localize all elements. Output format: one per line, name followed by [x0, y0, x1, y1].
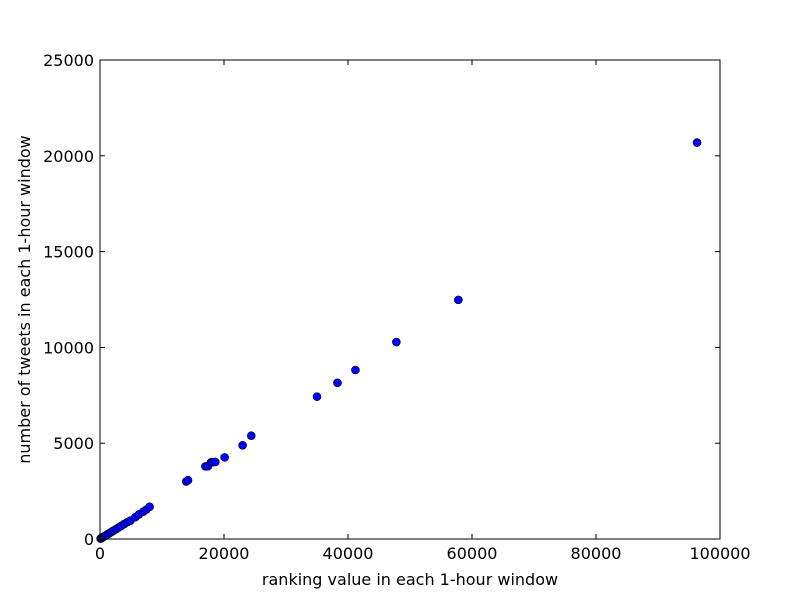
x-tick-label: 40000: [323, 544, 374, 563]
data-point: [312, 392, 322, 401]
data-point: [692, 138, 702, 147]
x-tick-label: 20000: [199, 544, 250, 563]
data-point: [454, 295, 463, 305]
data-point: [211, 457, 220, 467]
data-point: [145, 502, 154, 512]
y-tick-label: 20000: [43, 147, 94, 166]
data-point: [246, 431, 256, 441]
data-point: [183, 475, 193, 485]
data-points: [96, 138, 702, 543]
tick-labels: 0 20000 40000 60000 80000 100000 0 5000 10000 150…: [43, 51, 750, 563]
y-tick-label: 5000: [53, 434, 94, 453]
x-tick-label: 60000: [447, 544, 498, 563]
data-point: [220, 453, 229, 462]
x-tick-label: 100000: [689, 544, 750, 563]
data-point: [351, 365, 360, 375]
x-axis-label: ranking value in each 1-hour window: [262, 570, 558, 589]
y-tick-label: 15000: [43, 243, 94, 262]
data-point: [392, 337, 401, 347]
data-point: [238, 441, 247, 450]
y-tick-label: 10000: [43, 338, 94, 357]
y-axis-label: number of tweets in each 1-hour window: [15, 135, 34, 464]
y-tick-label: 0: [84, 530, 94, 549]
y-tick-label: 25000: [43, 51, 94, 70]
data-point: [333, 378, 342, 388]
x-tick-label: 0: [95, 544, 105, 563]
axis-ticks: [99, 59, 721, 540]
plot-frame: [99, 59, 721, 540]
x-tick-label: 80000: [571, 544, 622, 563]
